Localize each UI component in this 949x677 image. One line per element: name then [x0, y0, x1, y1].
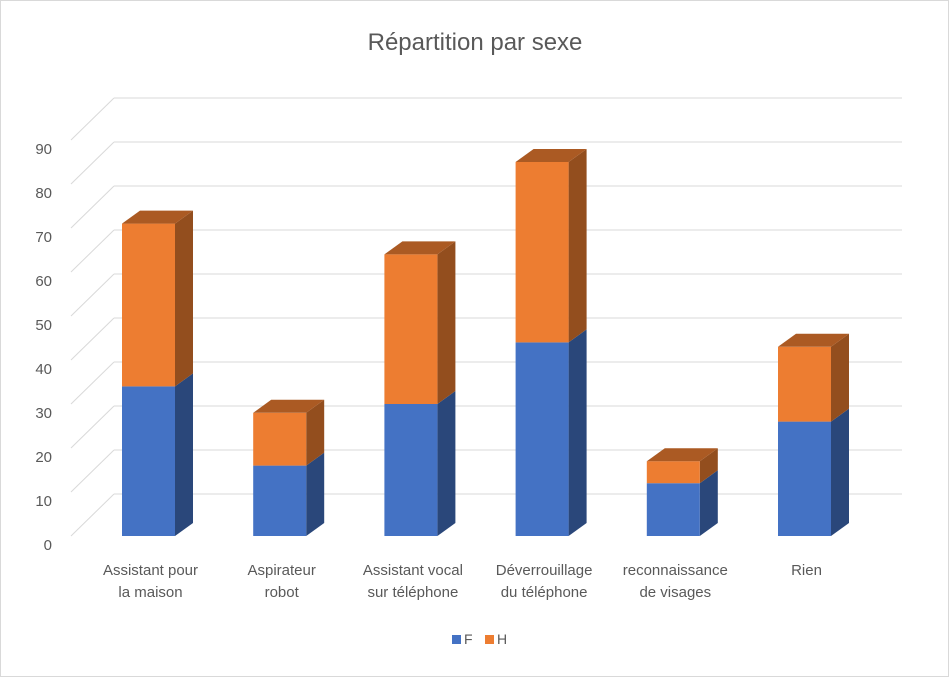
category-label: reconnaissance de visages [623, 562, 728, 601]
gridlines [70, 97, 902, 537]
bar-top [515, 149, 587, 162]
legend-item-H: H [485, 631, 507, 647]
bar-side [437, 391, 456, 536]
bar-front [122, 386, 175, 536]
gridline-diagonal [70, 97, 115, 141]
bar-front [515, 162, 569, 343]
bar-side [699, 470, 718, 536]
y-tick-label: 90 [35, 141, 52, 158]
gridline-diagonal [70, 273, 115, 317]
category-label: Rien [791, 562, 822, 579]
bar-H [646, 448, 718, 484]
category-label: Déverrouillage du téléphone [496, 562, 593, 601]
legend-item-F: F [452, 631, 473, 647]
y-tick-label: 60 [35, 273, 52, 290]
bar-H [122, 210, 193, 387]
bars [122, 149, 849, 536]
gridline-diagonal [70, 361, 115, 405]
y-tick-label: 40 [35, 361, 52, 378]
legend-swatch [485, 635, 494, 644]
gridline-diagonal [70, 317, 115, 361]
bar-F [122, 373, 193, 536]
bar-front [384, 404, 438, 536]
gridline-diagonal [70, 449, 115, 493]
bar-H [253, 399, 325, 466]
bar-F [515, 329, 587, 536]
bar-front [646, 483, 700, 536]
y-tick-label: 20 [35, 449, 52, 466]
gridline-diagonal [70, 185, 115, 229]
category-labels: Assistant pour la maison Aspirateur robot As… [103, 562, 822, 601]
y-tick-label: 70 [35, 229, 52, 246]
bar-F [384, 391, 456, 536]
bar-side [306, 399, 325, 466]
bar-F [778, 408, 849, 536]
bar-side [831, 408, 849, 536]
bar-side [437, 241, 456, 404]
bar-front [384, 254, 438, 404]
y-axis-ticks: 0 10 20 30 40 50 60 70 80 90 [35, 141, 52, 554]
bar-H [515, 149, 587, 343]
y-tick-label: 10 [35, 493, 52, 510]
category-label: Assistant pour la maison [103, 562, 198, 601]
gridline-diagonal [70, 493, 115, 537]
gridline-diagonal [70, 229, 115, 273]
category-label: Assistant vocal sur téléphone [363, 562, 463, 601]
bar-top [253, 399, 325, 413]
chart-title: Répartition par sexe [368, 29, 583, 56]
bar-side [831, 333, 849, 422]
bar-front [122, 223, 175, 387]
bar-top [122, 210, 193, 224]
bar-H [778, 333, 849, 422]
bar-front [515, 342, 569, 536]
y-tick-label: 50 [35, 317, 52, 334]
bar-side [568, 149, 587, 343]
legend-label: F [464, 631, 473, 647]
y-tick-label: 30 [35, 405, 52, 422]
bar-side [175, 210, 193, 387]
legend-swatch [452, 635, 461, 644]
bar-front [646, 461, 700, 484]
gridline-diagonal [70, 141, 115, 185]
bar-front [778, 346, 831, 422]
bar-F [646, 470, 718, 536]
y-tick-label: 0 [44, 537, 52, 554]
bar-top [646, 448, 718, 462]
bar-front [778, 421, 831, 536]
bar-side [568, 329, 587, 536]
bar-side [306, 452, 325, 536]
bar-H [384, 241, 456, 404]
bar-side [699, 448, 718, 484]
bar-F [253, 452, 325, 536]
bar-front [253, 465, 307, 536]
y-tick-label: 80 [35, 185, 52, 202]
bar-top [778, 333, 849, 347]
category-label: Aspirateur robot [248, 562, 316, 601]
gridline-diagonal [70, 405, 115, 449]
bar-front [253, 412, 307, 466]
bar-side [175, 373, 193, 536]
bar-top [384, 241, 456, 255]
legend-label: H [497, 631, 507, 647]
